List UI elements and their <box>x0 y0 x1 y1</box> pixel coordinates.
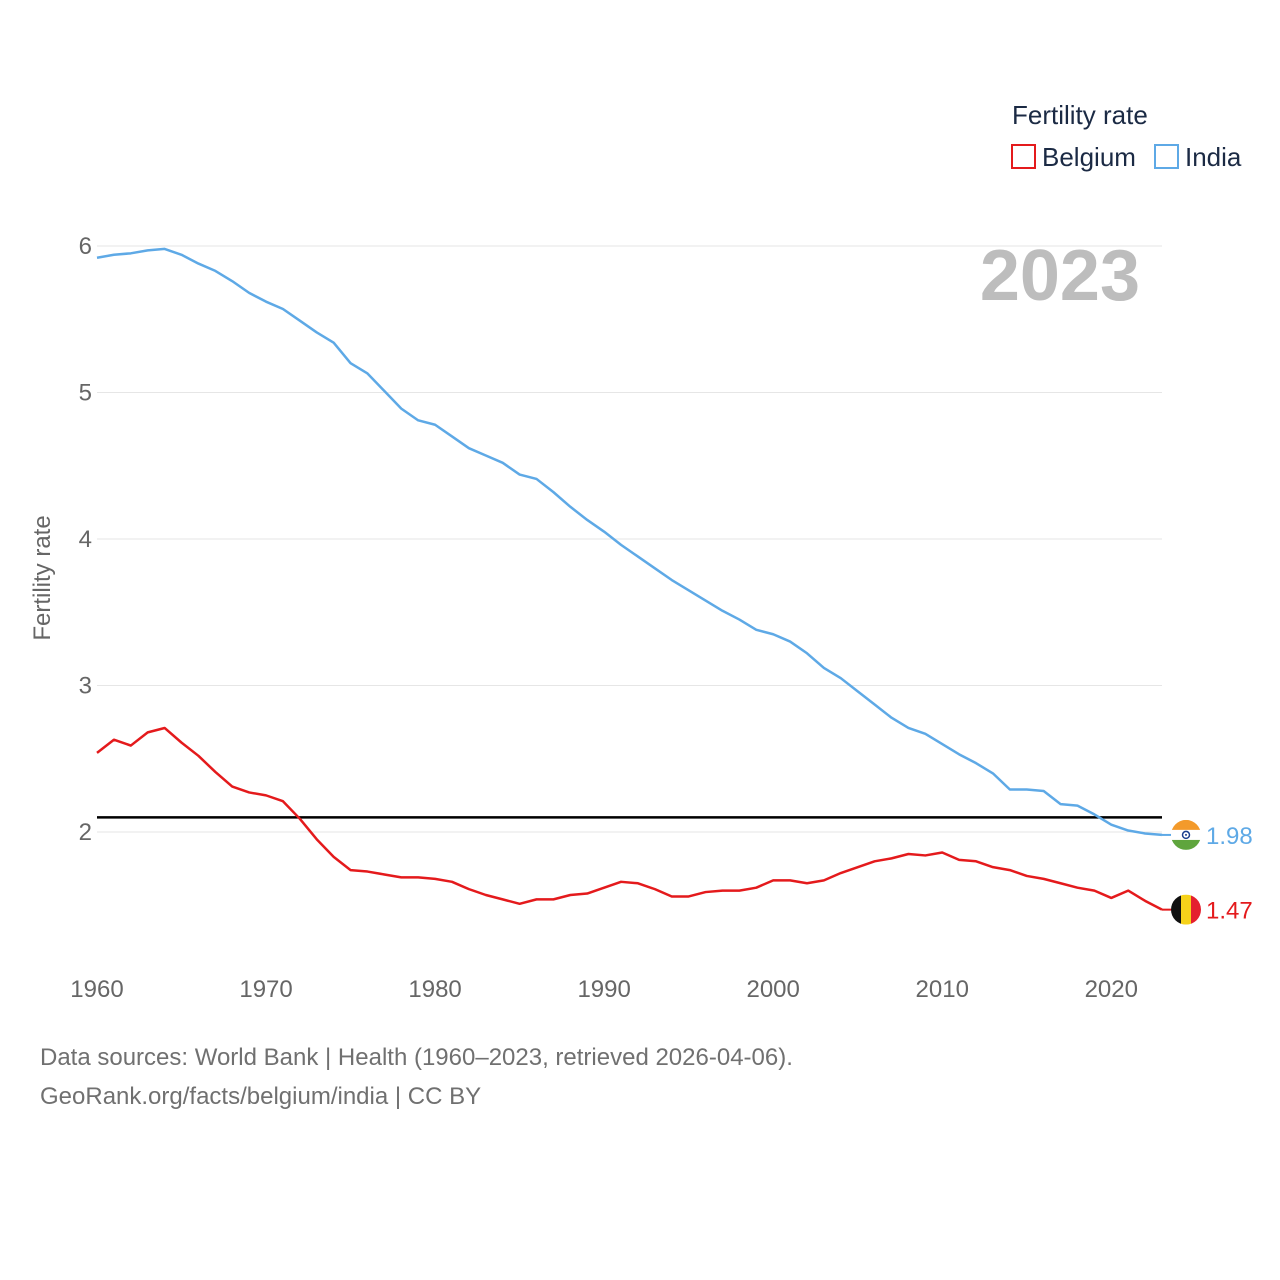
legend-title: Fertility rate <box>1012 100 1148 130</box>
series-group <box>96 247 1163 911</box>
end-markers: 1.47 1.98 <box>1162 819 1253 925</box>
y-tick-label: 5 <box>79 380 92 407</box>
x-tick-label: 1980 <box>408 976 461 1003</box>
gridlines <box>97 245 1162 833</box>
y-tick-label: 4 <box>79 526 92 553</box>
legend-label-india: India <box>1185 142 1242 172</box>
legend-item-india[interactable]: India <box>1154 142 1242 172</box>
series-line-belgium <box>96 726 1163 911</box>
x-tick-label: 1970 <box>239 976 292 1003</box>
x-tick-label: 2000 <box>746 976 799 1003</box>
legend: Fertility rate Belgium India <box>1011 100 1242 172</box>
x-tick-label: 1990 <box>577 976 630 1003</box>
legend-swatch-india <box>1154 144 1179 169</box>
legend-swatch-belgium <box>1011 144 1036 169</box>
y-axis-title: Fertility rate <box>29 515 56 640</box>
x-axis-ticks: 1960 1970 1980 1990 2000 2010 2020 <box>70 976 1138 1003</box>
legend-item-belgium[interactable]: Belgium <box>1011 142 1136 172</box>
india-flag-icon <box>1171 819 1201 850</box>
x-tick-label: 1960 <box>70 976 123 1003</box>
x-tick-label: 2020 <box>1085 976 1138 1003</box>
legend-label-belgium: Belgium <box>1042 142 1136 172</box>
y-tick-label: 6 <box>79 233 92 260</box>
end-value-label-belgium: 1.47 <box>1206 898 1253 925</box>
y-tick-label: 3 <box>79 673 92 700</box>
year-label: 2023 <box>980 236 1140 316</box>
belgium-flag-icon <box>1171 894 1201 925</box>
series-line-india <box>96 247 1163 837</box>
y-axis-ticks: 2 3 4 5 6 <box>79 233 92 846</box>
x-tick-label: 2010 <box>916 976 969 1003</box>
source-line-2: GeoRank.org/facts/belgium/india | CC BY <box>40 1083 482 1110</box>
y-tick-label: 2 <box>79 819 92 846</box>
end-value-label-india: 1.98 <box>1206 823 1253 850</box>
source-line-1: Data sources: World Bank | Health (1960–… <box>40 1044 793 1071</box>
